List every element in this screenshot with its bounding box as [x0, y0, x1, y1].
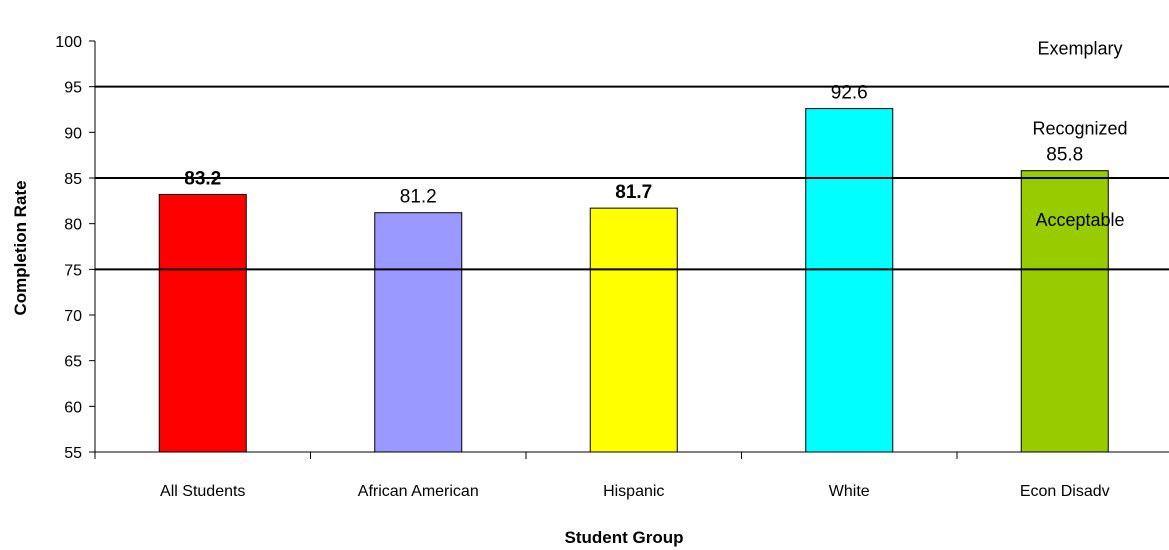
y-tick-label: 95: [64, 80, 82, 97]
y-tick-label: 85: [64, 171, 82, 188]
y-axis-title: Completion Rate: [11, 180, 30, 315]
x-axis-title: Student Group: [565, 528, 684, 547]
data-label: 81.2: [400, 187, 437, 208]
reference-lines: [95, 85, 1169, 271]
band-labels: Exemplary Recognized Acceptable: [1032, 38, 1127, 230]
y-axis-ticks: 55 60 65 70 75 80 85 90 95 100: [55, 34, 958, 462]
band-label-exemplary: Exemplary: [1037, 38, 1122, 58]
bar-hispanic: [589, 207, 678, 453]
data-label: 81.7: [615, 182, 652, 203]
x-category-label: African American: [358, 483, 479, 500]
y-tick-label: 90: [64, 125, 82, 142]
bar-white: [805, 108, 894, 453]
y-tick-label: 80: [64, 217, 82, 234]
x-axis-category-labels: All Students African American Hispanic Whit…: [160, 483, 1110, 500]
y-tick-label: 75: [64, 262, 82, 279]
x-category-label: Hispanic: [603, 483, 664, 500]
x-category-label: White: [829, 483, 870, 500]
bar-all-students: [158, 193, 247, 453]
band-label-acceptable: Acceptable: [1035, 210, 1124, 230]
y-tick-label: 55: [64, 445, 82, 462]
bars: [158, 108, 1109, 453]
y-tick-label: 60: [64, 399, 82, 416]
data-labels: 83.2 81.2 81.7 92.6 85.8: [184, 83, 1083, 208]
bar-econ-disadv: [1020, 170, 1109, 453]
y-tick-label: 70: [64, 308, 82, 325]
x-category-label: All Students: [160, 483, 245, 500]
y-tick-label: 65: [64, 354, 82, 371]
x-category-label: Econ Disadv: [1020, 483, 1110, 500]
data-label: 83.2: [184, 168, 221, 189]
band-label-recognized: Recognized: [1032, 119, 1127, 139]
data-label: 92.6: [831, 83, 868, 104]
data-label: 85.8: [1046, 145, 1083, 166]
bar-african-american: [374, 212, 463, 453]
y-tick-label: 100: [55, 34, 82, 51]
